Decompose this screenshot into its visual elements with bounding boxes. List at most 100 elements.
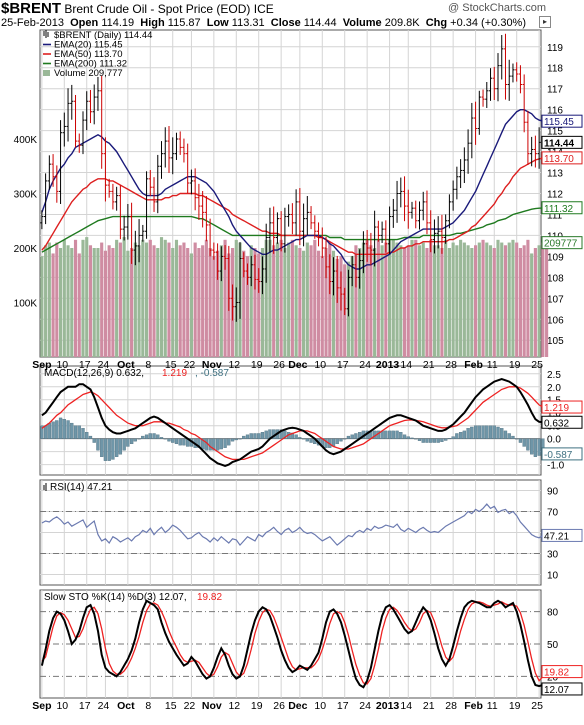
volume-bar (447, 248, 451, 357)
volume-bar (290, 239, 294, 357)
volume-bar (429, 239, 433, 357)
macd-histogram-bar (440, 438, 444, 442)
macd-histogram-bar (156, 434, 160, 439)
macd-histogram-bar (447, 438, 452, 440)
volume-bar (51, 253, 55, 357)
volume-bar (126, 250, 130, 357)
macd-tick-label: 0.0 (547, 435, 561, 446)
x-tick-label: 21 (423, 700, 435, 712)
volume-bar (268, 239, 272, 357)
macd-histogram-bar (103, 438, 108, 461)
volume-bar (376, 239, 380, 357)
macd-histogram-bar (81, 428, 85, 439)
macd-line (41, 377, 544, 467)
macd-histogram-bar (343, 438, 347, 440)
macd-histogram-bar (159, 437, 164, 439)
x-tick-label: Nov (202, 700, 222, 712)
x-tick-label: 26 (273, 359, 285, 371)
macd-histogram-bar (219, 438, 223, 450)
price-legend-entry: EMA(200) 111.32 (54, 59, 127, 70)
watermark: @ StockCharts.com (448, 2, 546, 14)
macd-tag-label: 0.632 (544, 418, 569, 429)
volume-bar (537, 245, 541, 357)
volume-bar (159, 237, 164, 357)
macd-histogram-bar (432, 438, 437, 443)
macd-legend-hist: , -0.587 (195, 368, 229, 379)
macd-histogram-bar (444, 438, 448, 441)
x-tick-label: 19 (509, 359, 521, 371)
volume-bar (541, 242, 545, 357)
sto-tick-label: 50 (547, 640, 559, 651)
x-tick-label: Oct (117, 700, 135, 712)
price-tag-box (541, 201, 583, 215)
macd-histogram-bar (391, 430, 395, 439)
macd-histogram-bar (350, 434, 354, 439)
volume-bar (275, 242, 279, 357)
macd-histogram-bar (399, 432, 403, 439)
macd-histogram-bar (43, 425, 48, 439)
price-tag-box (541, 151, 583, 165)
macd-histogram-bar (70, 422, 74, 439)
macd-histogram-bar (294, 434, 298, 439)
volume-bar (511, 239, 515, 357)
volume-bar (219, 245, 223, 357)
macd-histogram-bar (55, 420, 59, 439)
volume-tick-label: 200K (14, 244, 38, 255)
macd-histogram-bar (227, 438, 231, 446)
x-tick-label: 8 (145, 359, 151, 371)
macd-histogram-bar (260, 432, 265, 439)
volume-bar (137, 245, 141, 357)
macd-tag-box (541, 447, 583, 461)
macd-histogram-bar (92, 438, 96, 443)
macd-histogram-bar (279, 429, 283, 439)
macd-histogram-bar (507, 433, 511, 439)
macd-histogram-bar (77, 425, 81, 439)
macd-histogram-bar (40, 425, 44, 439)
ema20-line (41, 108, 544, 270)
price-tick-label: 119 (547, 43, 563, 54)
macd-histogram-bar (477, 425, 481, 439)
volume-bar (193, 242, 197, 357)
volume-bar (414, 239, 418, 357)
macd-histogram-bar (152, 433, 156, 439)
x-tick-label: 22 (184, 359, 196, 371)
volume-bar (144, 242, 149, 357)
volume-bar (88, 245, 93, 357)
sto-tick-label: 80 (547, 608, 559, 619)
volume-bar (178, 245, 182, 357)
x-tick-label: 14 (400, 700, 412, 712)
volume-bar (257, 253, 261, 357)
macd-histogram-bar (178, 438, 182, 446)
volume-bar (328, 242, 332, 357)
x-tick-label: 25 (531, 359, 543, 371)
macd-histogram-bar (436, 438, 440, 443)
volume-bar (260, 248, 265, 357)
macd-histogram-bar (414, 438, 418, 440)
macd-histogram-bar (410, 437, 414, 439)
macd-legend-signal: 1.219 (162, 368, 187, 379)
x-tick-label: 21 (423, 359, 435, 371)
macd-histogram-bar (305, 438, 309, 442)
volume-bar (118, 242, 122, 357)
macd-histogram-bar (425, 438, 429, 443)
sto-legend-d: 19.82 (197, 592, 222, 603)
macd-histogram-bar (421, 438, 425, 443)
macd-histogram-bar (111, 438, 115, 460)
sto-tag-label: 19.82 (544, 668, 569, 679)
price-tag-label: 113.70 (544, 154, 574, 165)
x-tick-label: 15 (165, 359, 177, 371)
volume-bar (272, 245, 276, 357)
macd-histogram-bar (466, 428, 470, 439)
volume-bar (44, 245, 48, 357)
volume-bar (249, 245, 253, 357)
rsi-tick-label: 10 (547, 571, 559, 582)
low-value: 113.31 (231, 17, 265, 29)
ohlc-row: 25-Feb-2013 Open 114.19 High 115.87 Low … (1, 17, 526, 29)
macd-histogram-bar (118, 438, 123, 455)
volume-bar (100, 242, 104, 357)
macd-histogram-bar (85, 432, 89, 439)
rsi-tag-box (541, 528, 583, 542)
chevron-right-icon[interactable]: ▸ (539, 16, 551, 28)
volume-bar (92, 248, 96, 357)
